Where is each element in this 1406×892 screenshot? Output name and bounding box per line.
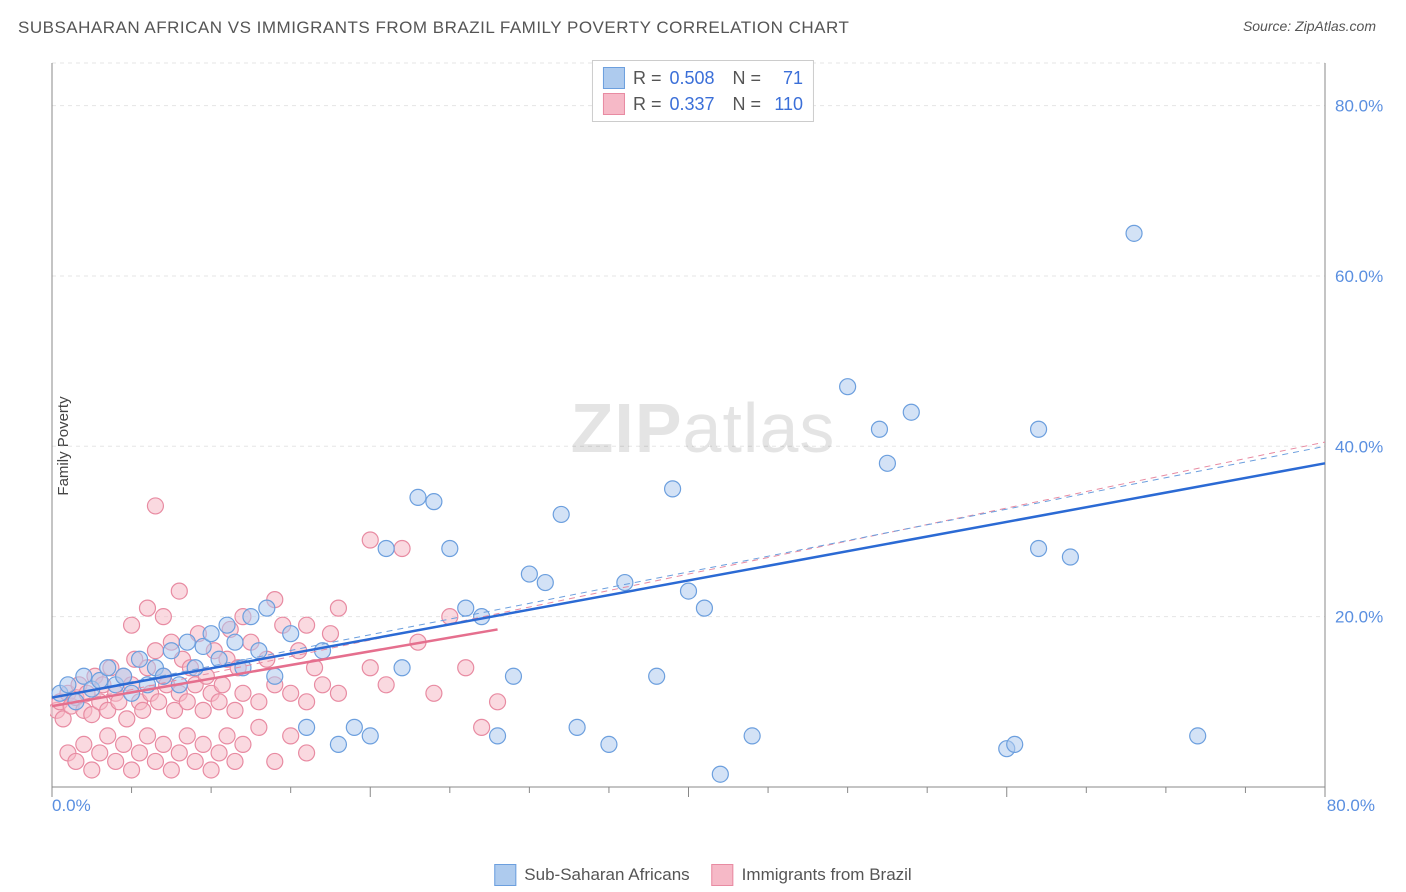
legend-r-value-ssa: 0.508 xyxy=(669,65,714,91)
svg-text:80.0%: 80.0% xyxy=(1327,796,1375,815)
legend-swatch-brazil xyxy=(603,93,625,115)
legend-item-ssa: Sub-Saharan Africans xyxy=(494,864,689,886)
scatter-chart: 20.0% 40.0% 60.0% 80.0% 0.0% 80.0% xyxy=(50,55,1385,815)
chart-container: 20.0% 40.0% 60.0% 80.0% 0.0% 80.0% xyxy=(50,55,1390,825)
legend-swatch-brazil-icon xyxy=(712,864,734,886)
legend-n-label: N = xyxy=(733,65,762,91)
legend-item-brazil: Immigrants from Brazil xyxy=(712,864,912,886)
legend-row-ssa: R = 0.508 N = 71 xyxy=(603,65,803,91)
svg-text:0.0%: 0.0% xyxy=(52,796,91,815)
chart-title: SUBSAHARAN AFRICAN VS IMMIGRANTS FROM BR… xyxy=(18,18,849,38)
legend-n-value-ssa: 71 xyxy=(769,65,803,91)
legend-r-label: R = xyxy=(633,65,662,91)
svg-text:20.0%: 20.0% xyxy=(1335,608,1383,627)
source-prefix: Source: xyxy=(1243,18,1295,34)
legend-row-brazil: R = 0.337 N = 110 xyxy=(603,91,803,117)
chart-source: Source: ZipAtlas.com xyxy=(1243,18,1376,34)
svg-text:80.0%: 80.0% xyxy=(1335,97,1383,116)
correlation-legend: R = 0.508 N = 71 R = 0.337 N = 110 xyxy=(592,60,814,122)
legend-label-ssa: Sub-Saharan Africans xyxy=(524,865,689,885)
chart-header: SUBSAHARAN AFRICAN VS IMMIGRANTS FROM BR… xyxy=(0,0,1406,46)
legend-swatch-ssa-icon xyxy=(494,864,516,886)
source-name: ZipAtlas.com xyxy=(1295,18,1376,34)
svg-text:60.0%: 60.0% xyxy=(1335,267,1383,286)
series-legend: Sub-Saharan Africans Immigrants from Bra… xyxy=(494,864,911,886)
legend-n-label: N = xyxy=(733,91,762,117)
legend-n-value-brazil: 110 xyxy=(769,91,803,117)
svg-text:40.0%: 40.0% xyxy=(1335,437,1383,456)
legend-swatch-ssa xyxy=(603,67,625,89)
legend-r-value-brazil: 0.337 xyxy=(669,91,714,117)
legend-r-label: R = xyxy=(633,91,662,117)
legend-label-brazil: Immigrants from Brazil xyxy=(742,865,912,885)
